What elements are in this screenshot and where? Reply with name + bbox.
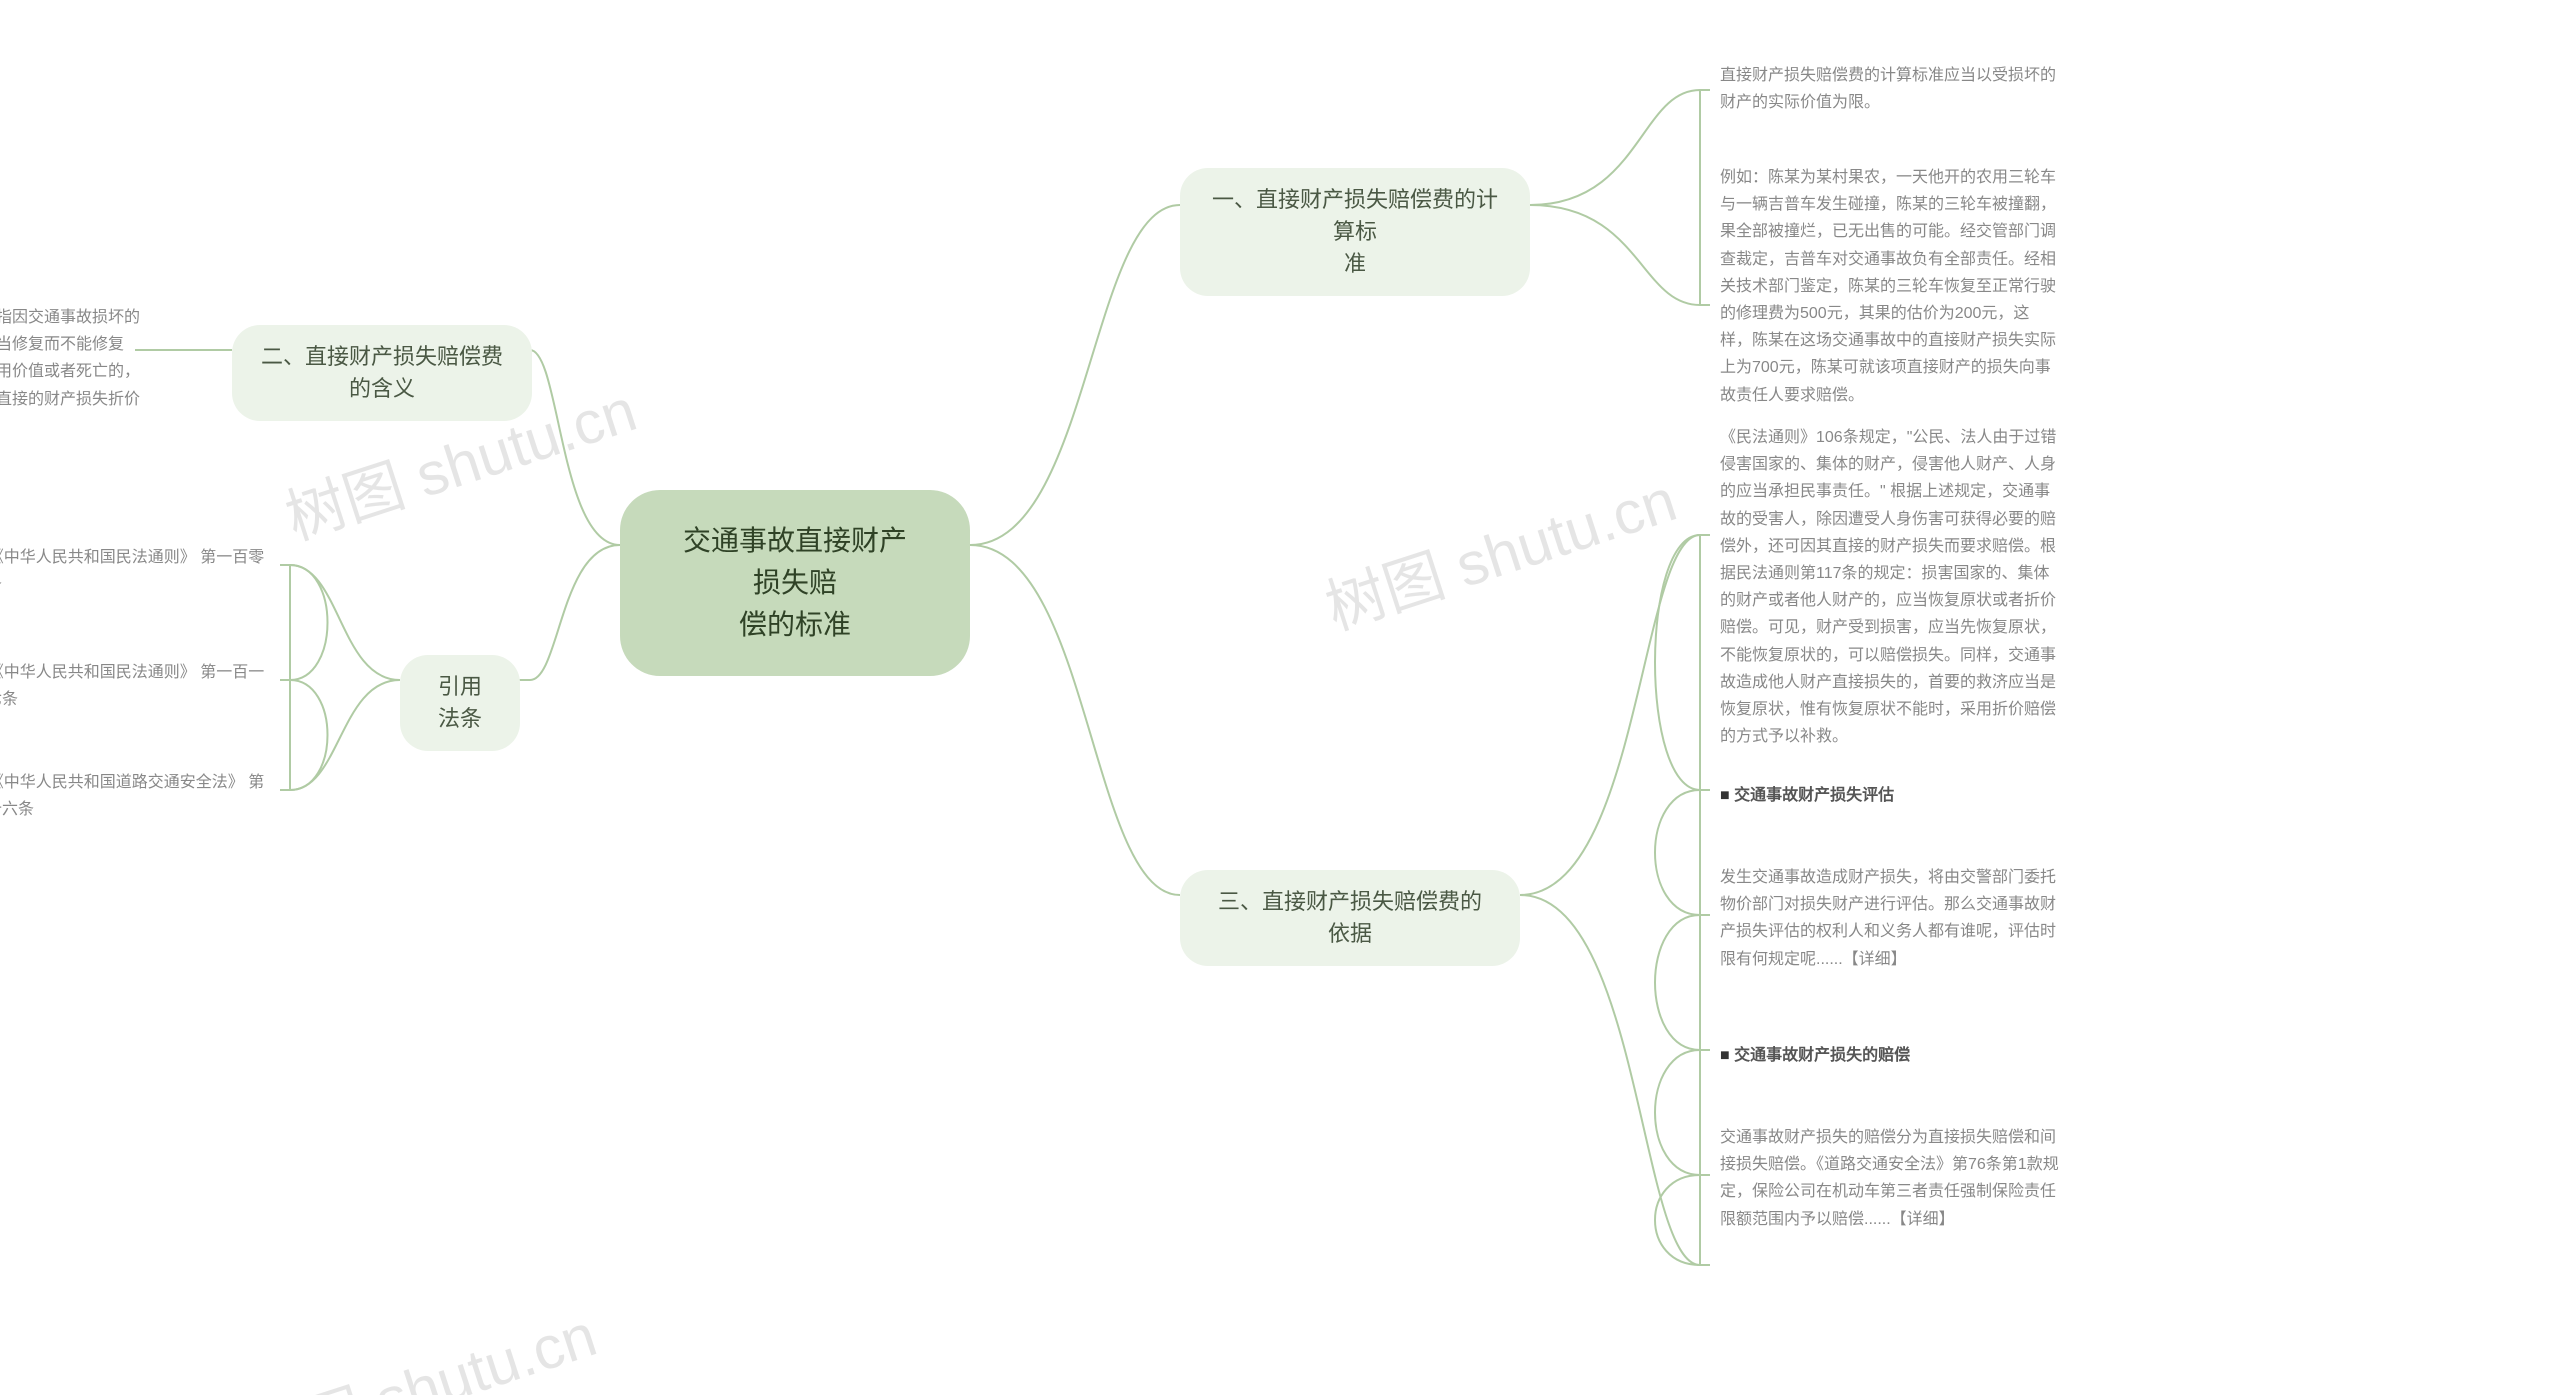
branch-label: 三、直接财产损失赔偿费的依据 — [1218, 889, 1482, 946]
leaf-basis-3: 发生交通事故造成财产损失，将由交警部门委托物价部门对损失财产进行评估。那么交通事… — [1720, 860, 2060, 977]
leaf-basis-2: ■ 交通事故财产损失评估 — [1720, 778, 2060, 813]
leaf-basis-5: 交通事故财产损失的赔偿分为直接损失赔偿和间接损失赔偿。《道路交通安全法》第76条… — [1720, 1120, 2060, 1237]
leaf-calc-standard-2: 例如：陈某为某村果农，一天他开的农用三轮车与一辆吉普车发生碰撞，陈某的三轮车被撞… — [1720, 160, 2060, 413]
watermark: 树图 shutu.cn — [1313, 452, 1686, 647]
root-title-line2: 偿的标准 — [670, 604, 920, 646]
leaf-calc-standard-1: 直接财产损失赔偿费的计算标准应当以受损坏的财产的实际价值为限。 — [1720, 58, 2060, 120]
leaf-ref-1: [1]《中华人民共和国民法通则》 第一百零六条 — [0, 540, 280, 602]
leaf-ref-2: [2]《中华人民共和国民法通则》 第一百一十七条 — [0, 655, 280, 717]
branch-node-definition[interactable]: 二、直接财产损失赔偿费的含义 — [232, 325, 532, 421]
leaf-basis-1: 《民法通则》106条规定，"公民、法人由于过错侵害国家的、集体的财产，侵害他人财… — [1720, 420, 2060, 754]
watermark: 树图 shutu.cn — [233, 1287, 606, 1395]
branch-label-line1: 一、直接财产损失赔偿费的计算标 — [1208, 184, 1502, 248]
bullet-icon: ■ — [1720, 1047, 1734, 1064]
branch-label: 二、直接财产损失赔偿费的含义 — [261, 344, 503, 401]
leaf-ref-3: [3]《中华人民共和国道路交通安全法》 第七十六条 — [0, 765, 280, 827]
root-node[interactable]: 交通事故直接财产损失赔 偿的标准 — [620, 490, 970, 676]
leaf-basis-2-text: 交通事故财产损失评估 — [1734, 787, 1894, 804]
leaf-definition-1: 直接财产损失赔偿费，是指因交通事故损坏的车辆、物品、设施等，应当修复而不能修复的… — [0, 300, 140, 444]
bullet-icon: ■ — [1720, 787, 1734, 804]
leaf-basis-4: ■ 交通事故财产损失的赔偿 — [1720, 1038, 2060, 1073]
branch-node-calc-standard[interactable]: 一、直接财产损失赔偿费的计算标 准 — [1180, 168, 1530, 296]
leaf-basis-4-text: 交通事故财产损失的赔偿 — [1734, 1047, 1910, 1064]
leaf-basis-6-spacer — [1720, 1253, 2060, 1261]
branch-node-references[interactable]: 引用法条 — [400, 655, 520, 751]
root-title-line1: 交通事故直接财产损失赔 — [670, 520, 920, 604]
branch-label: 引用法条 — [438, 674, 482, 731]
branch-label-line2: 准 — [1208, 248, 1502, 280]
branch-node-basis[interactable]: 三、直接财产损失赔偿费的依据 — [1180, 870, 1520, 966]
